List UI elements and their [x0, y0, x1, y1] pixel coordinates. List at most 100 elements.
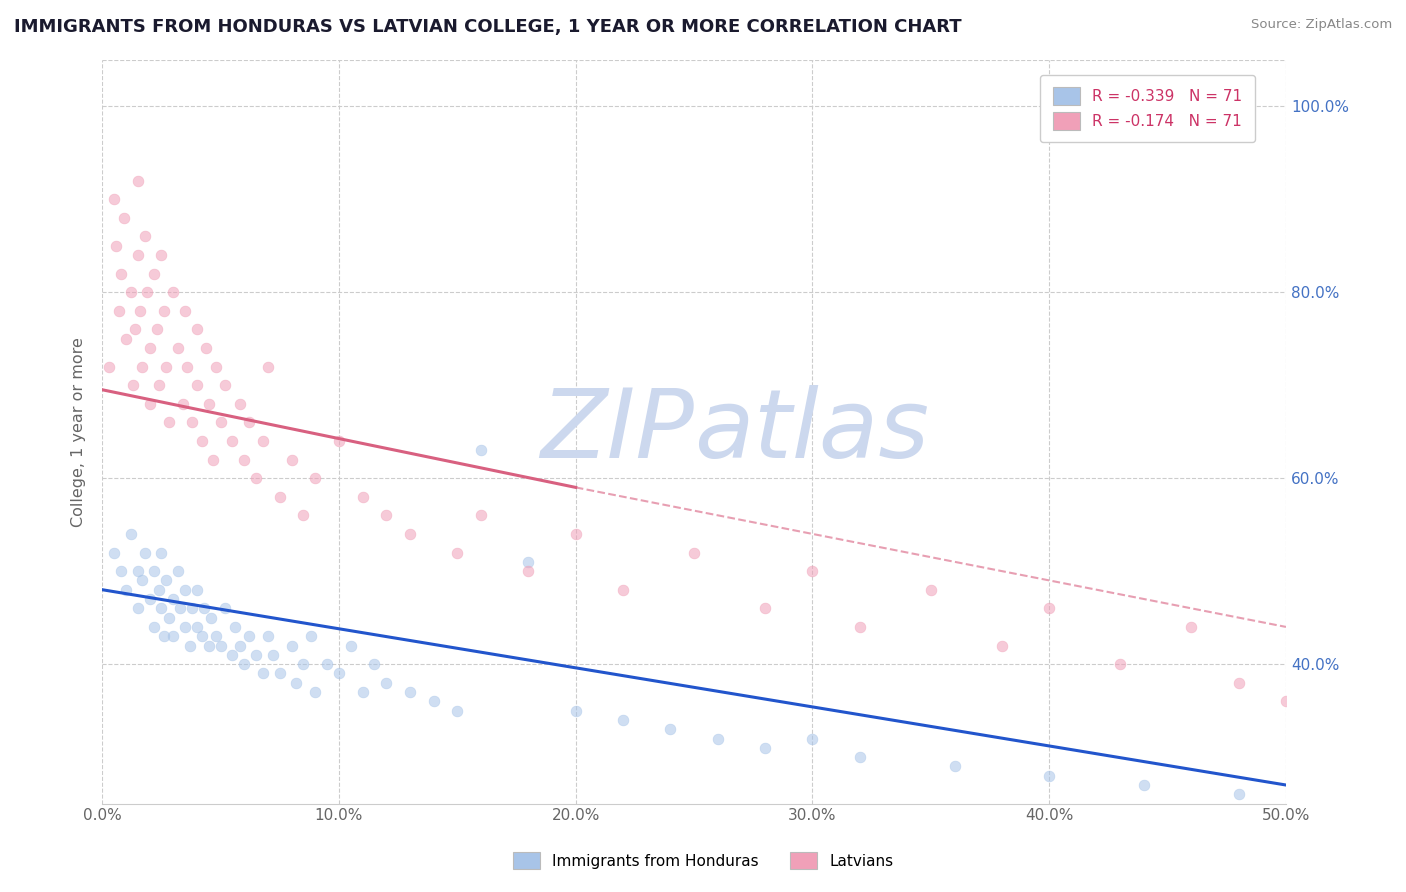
Point	[612, 582, 634, 597]
Point	[238, 629, 260, 643]
Point	[1109, 657, 1132, 672]
Point	[280, 452, 302, 467]
Point	[155, 574, 177, 588]
Point	[1038, 769, 1060, 783]
Point	[152, 303, 174, 318]
Point	[103, 545, 125, 559]
Point	[304, 685, 326, 699]
Point	[167, 341, 190, 355]
Point	[706, 731, 728, 746]
Point	[157, 415, 180, 429]
Point	[285, 675, 308, 690]
Point	[186, 322, 208, 336]
Point	[169, 601, 191, 615]
Point	[129, 303, 152, 318]
Point	[181, 415, 204, 429]
Y-axis label: College, 1 year or more: College, 1 year or more	[72, 336, 86, 526]
Point	[221, 434, 243, 448]
Point	[754, 740, 776, 755]
Point	[340, 639, 363, 653]
Point	[162, 592, 184, 607]
Point	[375, 675, 398, 690]
Point	[131, 359, 153, 374]
Point	[299, 629, 322, 643]
Point	[801, 564, 824, 578]
Point	[124, 322, 146, 336]
Point	[1180, 620, 1202, 634]
Point	[110, 564, 132, 578]
Point	[105, 238, 128, 252]
Point	[193, 601, 215, 615]
Point	[228, 397, 250, 411]
Point	[316, 657, 339, 672]
Point	[269, 490, 291, 504]
Point	[155, 359, 177, 374]
Point	[517, 564, 540, 578]
Point	[190, 434, 212, 448]
Point	[120, 527, 142, 541]
Point	[224, 620, 246, 634]
Point	[399, 685, 422, 699]
Point	[98, 359, 121, 374]
Point	[150, 248, 173, 262]
Point	[209, 415, 232, 429]
Legend: Immigrants from Honduras, Latvians: Immigrants from Honduras, Latvians	[506, 846, 900, 875]
Point	[1275, 694, 1298, 708]
Point	[1227, 787, 1250, 801]
Point	[262, 648, 284, 662]
Point	[150, 545, 173, 559]
Point	[257, 629, 280, 643]
Point	[352, 685, 374, 699]
Point	[252, 666, 274, 681]
Point	[233, 657, 256, 672]
Point	[162, 629, 184, 643]
Point	[238, 415, 260, 429]
Point	[103, 192, 125, 206]
Point	[179, 639, 201, 653]
Text: atlas: atlas	[695, 385, 929, 478]
Point	[131, 574, 153, 588]
Point	[143, 564, 166, 578]
Point	[110, 267, 132, 281]
Point	[292, 657, 315, 672]
Point	[174, 620, 197, 634]
Point	[352, 490, 374, 504]
Point	[849, 750, 872, 764]
Point	[517, 555, 540, 569]
Point	[269, 666, 291, 681]
Point	[221, 648, 243, 662]
Point	[150, 601, 173, 615]
Point	[174, 303, 197, 318]
Point	[245, 648, 267, 662]
Point	[174, 582, 197, 597]
Point	[659, 723, 682, 737]
Point	[205, 629, 228, 643]
Point	[214, 378, 236, 392]
Point	[112, 211, 135, 225]
Point	[304, 471, 326, 485]
Point	[120, 285, 142, 299]
Point	[991, 639, 1014, 653]
Point	[190, 629, 212, 643]
Point	[612, 713, 634, 727]
Point	[280, 639, 302, 653]
Point	[145, 322, 167, 336]
Point	[470, 508, 492, 523]
Point	[127, 564, 149, 578]
Legend: R = -0.339   N = 71, R = -0.174   N = 71: R = -0.339 N = 71, R = -0.174 N = 71	[1040, 75, 1254, 142]
Text: Source: ZipAtlas.com: Source: ZipAtlas.com	[1251, 18, 1392, 31]
Point	[1227, 675, 1250, 690]
Point	[143, 620, 166, 634]
Point	[176, 359, 198, 374]
Point	[422, 694, 444, 708]
Point	[446, 704, 468, 718]
Point	[375, 508, 398, 523]
Point	[470, 443, 492, 458]
Point	[200, 610, 222, 624]
Point	[122, 378, 145, 392]
Point	[209, 639, 232, 653]
Point	[172, 397, 194, 411]
Point	[328, 666, 350, 681]
Point	[157, 610, 180, 624]
Point	[292, 508, 315, 523]
